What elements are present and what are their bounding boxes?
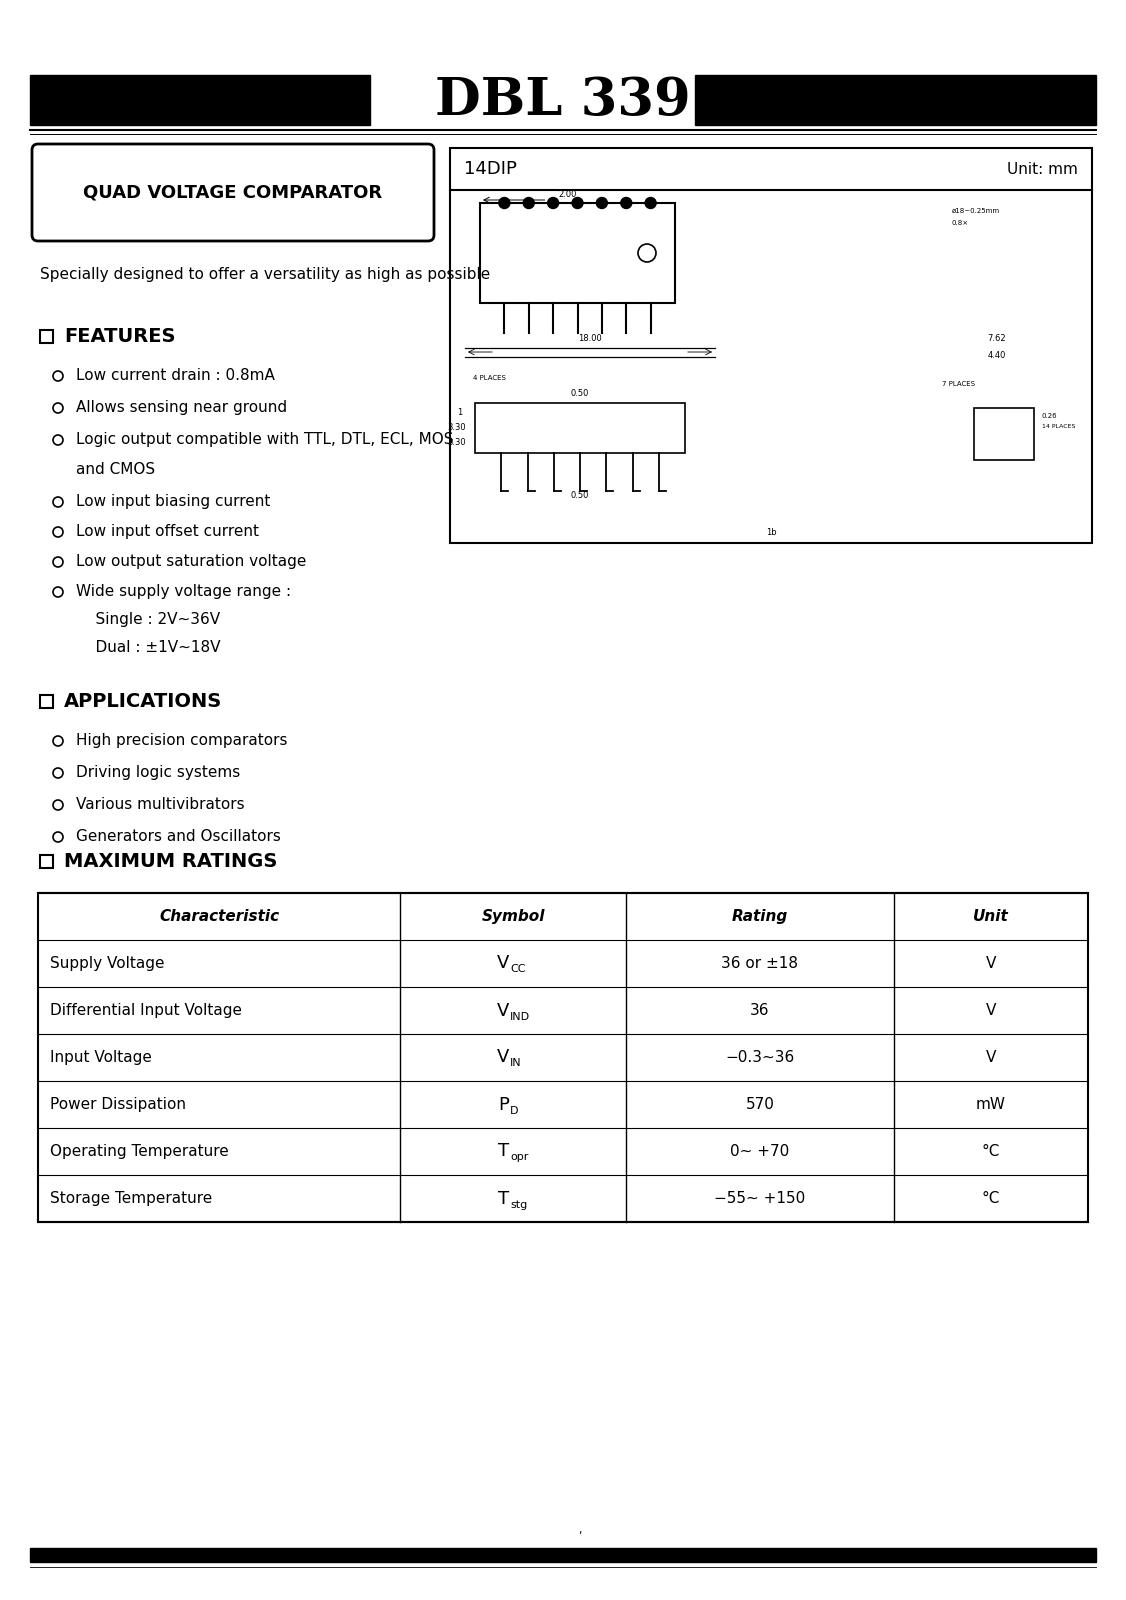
Text: Generators and Oscillators: Generators and Oscillators xyxy=(75,829,280,845)
Text: Single : 2V∼36V: Single : 2V∼36V xyxy=(75,611,220,627)
Text: D: D xyxy=(510,1106,519,1115)
Text: DBL 339: DBL 339 xyxy=(435,75,691,125)
Text: Logic output compatible with TTL, DTL, ECL, MOS: Logic output compatible with TTL, DTL, E… xyxy=(75,432,454,446)
Text: Characteristic: Characteristic xyxy=(159,909,279,925)
Bar xyxy=(41,330,53,342)
Text: Low current drain : 0.8mA: Low current drain : 0.8mA xyxy=(75,368,275,382)
Circle shape xyxy=(620,197,632,208)
Text: Low input offset current: Low input offset current xyxy=(75,525,259,539)
Text: opr: opr xyxy=(510,1152,528,1163)
Text: stg: stg xyxy=(510,1200,527,1210)
Text: MAXIMUM RATINGS: MAXIMUM RATINGS xyxy=(64,851,277,870)
Bar xyxy=(450,149,1092,542)
Text: −0.3∼36: −0.3∼36 xyxy=(725,1050,795,1066)
Text: 7.62: 7.62 xyxy=(988,334,1007,342)
Text: Operating Temperature: Operating Temperature xyxy=(50,1144,229,1158)
Bar xyxy=(480,203,674,302)
Text: 0.26: 0.26 xyxy=(1042,413,1057,419)
Text: High precision comparators: High precision comparators xyxy=(75,733,287,749)
Text: T: T xyxy=(498,1142,509,1160)
Text: Specially designed to offer a versatility as high as possible: Specially designed to offer a versatilit… xyxy=(41,267,490,282)
Text: °C: °C xyxy=(982,1190,1000,1206)
Text: 3.30: 3.30 xyxy=(448,438,466,446)
Bar xyxy=(475,403,685,453)
Text: 14DIP: 14DIP xyxy=(464,160,517,178)
Bar xyxy=(30,75,370,125)
Text: 7 PLACES: 7 PLACES xyxy=(942,381,975,387)
Text: IN: IN xyxy=(510,1059,521,1069)
Circle shape xyxy=(499,197,510,208)
Text: Unit: mm: Unit: mm xyxy=(1007,162,1078,176)
Circle shape xyxy=(645,197,656,208)
Bar xyxy=(30,1549,1096,1562)
Text: Wide supply voltage range :: Wide supply voltage range : xyxy=(75,584,292,598)
Text: Dual : ±1V∼18V: Dual : ±1V∼18V xyxy=(75,640,221,654)
Text: Low output saturation voltage: Low output saturation voltage xyxy=(75,554,306,570)
Text: CC: CC xyxy=(510,965,526,974)
Text: ø18~0.25mm: ø18~0.25mm xyxy=(951,208,1000,214)
Text: 0.50: 0.50 xyxy=(571,491,589,499)
Text: Allows sensing near ground: Allows sensing near ground xyxy=(75,400,287,414)
Text: V: V xyxy=(985,1003,997,1018)
Bar xyxy=(974,408,1034,461)
Text: Low input biasing current: Low input biasing current xyxy=(75,494,270,509)
Bar xyxy=(695,75,1096,125)
Text: Differential Input Voltage: Differential Input Voltage xyxy=(50,1003,242,1018)
Text: 0.8×: 0.8× xyxy=(951,219,969,226)
Text: ,: , xyxy=(579,1525,582,1534)
Text: P: P xyxy=(498,1096,509,1114)
Circle shape xyxy=(572,197,583,208)
Circle shape xyxy=(597,197,607,208)
Text: 0.50: 0.50 xyxy=(571,389,589,398)
Text: 36 or ±18: 36 or ±18 xyxy=(722,955,798,971)
Text: 570: 570 xyxy=(745,1098,775,1112)
Bar xyxy=(41,854,53,867)
Text: V: V xyxy=(497,1002,509,1019)
Text: −55∼ +150: −55∼ +150 xyxy=(714,1190,805,1206)
Text: 1b: 1b xyxy=(766,528,776,538)
Text: APPLICATIONS: APPLICATIONS xyxy=(64,691,222,710)
Text: 3.30: 3.30 xyxy=(448,422,466,432)
Text: FEATURES: FEATURES xyxy=(64,326,176,346)
Text: Unit: Unit xyxy=(973,909,1009,925)
Text: °C: °C xyxy=(982,1144,1000,1158)
Text: V: V xyxy=(497,1048,509,1067)
Text: 0∼ +70: 0∼ +70 xyxy=(731,1144,789,1158)
Text: Supply Voltage: Supply Voltage xyxy=(50,955,164,971)
Text: 2.00: 2.00 xyxy=(558,190,577,198)
Text: 4 PLACES: 4 PLACES xyxy=(473,374,506,381)
Text: IND: IND xyxy=(510,1011,530,1021)
Text: Driving logic systems: Driving logic systems xyxy=(75,765,240,781)
Text: 4.40: 4.40 xyxy=(988,350,1007,360)
Text: Various multivibrators: Various multivibrators xyxy=(75,797,244,813)
Circle shape xyxy=(547,197,558,208)
Text: T: T xyxy=(498,1189,509,1208)
Text: 14 PLACES: 14 PLACES xyxy=(1042,424,1075,429)
Text: 36: 36 xyxy=(750,1003,770,1018)
Text: and CMOS: and CMOS xyxy=(75,462,155,477)
Text: V: V xyxy=(497,955,509,973)
Text: 1: 1 xyxy=(457,408,463,418)
Bar xyxy=(38,893,1088,1222)
Text: Symbol: Symbol xyxy=(482,909,545,925)
Text: Storage Temperature: Storage Temperature xyxy=(50,1190,212,1206)
Text: mW: mW xyxy=(976,1098,1006,1112)
Text: Input Voltage: Input Voltage xyxy=(50,1050,152,1066)
Text: 18.00: 18.00 xyxy=(578,334,602,342)
Text: V: V xyxy=(985,955,997,971)
Bar xyxy=(41,694,53,707)
Text: V: V xyxy=(985,1050,997,1066)
Circle shape xyxy=(524,197,534,208)
Text: Power Dissipation: Power Dissipation xyxy=(50,1098,186,1112)
FancyBboxPatch shape xyxy=(32,144,434,242)
Text: QUAD VOLTAGE COMPARATOR: QUAD VOLTAGE COMPARATOR xyxy=(83,184,383,202)
Text: Rating: Rating xyxy=(732,909,788,925)
